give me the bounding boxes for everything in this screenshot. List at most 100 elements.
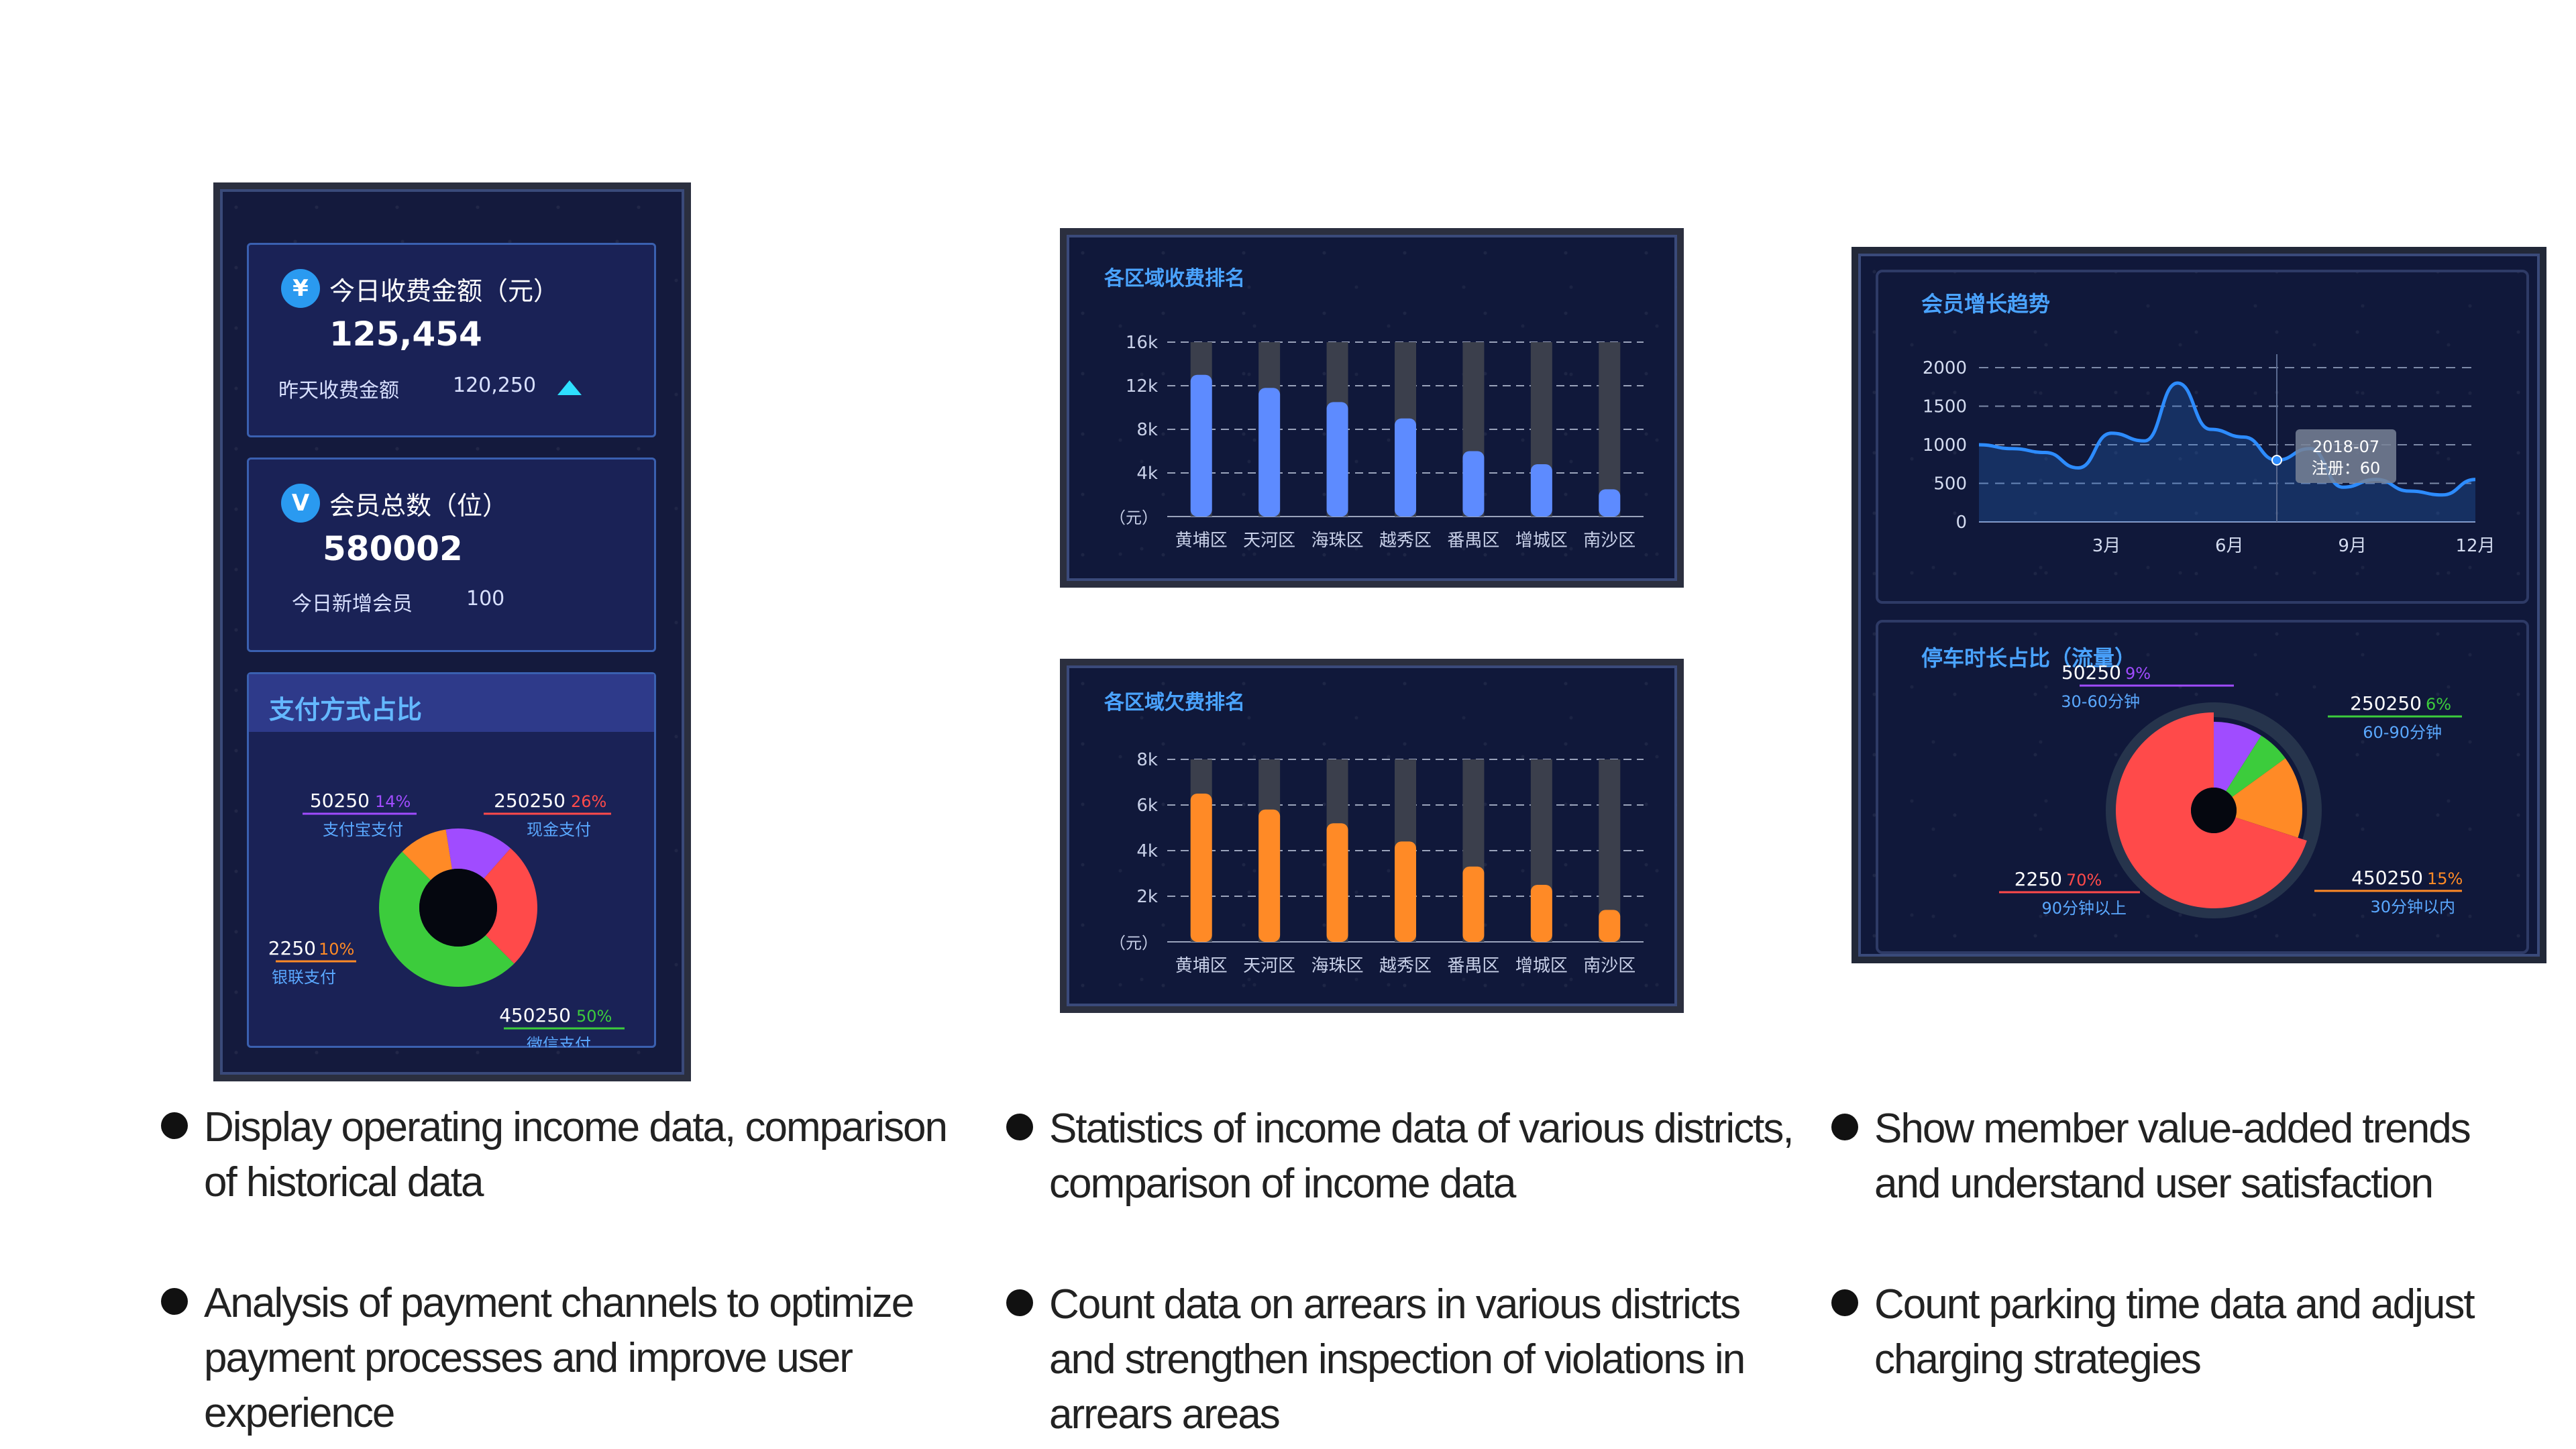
bullet-item: Count parking time data and adjust chargi… <box>1831 1277 2475 1387</box>
x-tick-label: 3月 <box>2092 536 2121 556</box>
slice-percent-label: 14% <box>375 792 411 811</box>
bullet-dot-icon <box>1006 1289 1033 1316</box>
x-tick-label: 增城区 <box>1515 531 1568 551</box>
y-tick-label: 2000 <box>1923 358 1967 378</box>
bar <box>1395 841 1416 942</box>
bullet-item: Analysis of payment channels to optimize… <box>161 1276 914 1441</box>
tooltip-box <box>2296 429 2396 483</box>
x-tick-label: 增城区 <box>1515 956 1568 976</box>
slice-name-label: 支付宝支付 <box>323 820 403 839</box>
x-tick-label: 番禺区 <box>1447 531 1499 551</box>
bar <box>1599 489 1621 517</box>
payment-donut-chart: 50250 14% 支付宝支付 250250 26% 现金支付 450250 50% 微信支付 2… <box>268 790 625 1047</box>
slice-value-label: 450250 <box>2351 867 2423 889</box>
arrears-ranking-title: 各区域欠费排名 <box>1104 691 1245 714</box>
x-tick-label: 12月 <box>2455 536 2495 556</box>
x-tick-label: 番禺区 <box>1447 956 1499 976</box>
slice-value-label: 450250 <box>499 1004 571 1026</box>
tooltip-text: 注册：60 <box>2312 459 2381 478</box>
payment-card: 支付方式占比 50250 14% 支付宝支付 250250 26% 现金支付 450250 5… <box>247 672 656 1048</box>
bar <box>1530 885 1552 942</box>
bullet-item: Show member value-added trends and unders… <box>1831 1102 2471 1212</box>
donut-slice <box>484 848 537 964</box>
bullet-item: Count data on arrears in various distric… <box>1006 1277 1746 1442</box>
slice-percent-label: 26% <box>571 792 606 811</box>
tooltip-title: 2018-07 <box>2312 437 2379 456</box>
bar <box>1258 809 1281 942</box>
slice-percent-label: 50% <box>576 1007 612 1026</box>
yesterday-value: 120,250 <box>453 374 537 397</box>
x-tick-label: 6月 <box>2215 536 2244 556</box>
slice-name-label: 微信支付 <box>527 1035 591 1047</box>
member-trend-frame <box>1876 270 2529 604</box>
x-tick-label: 南沙区 <box>1583 531 1635 551</box>
y-tick-label: 4k <box>1136 841 1158 861</box>
slice-name-label: 30-60分钟 <box>2061 692 2140 711</box>
income-ranking-title: 各区域收费排名 <box>1104 267 1245 290</box>
slice-percent-label: 9% <box>2125 664 2151 683</box>
income-card: ¥ 今日收费金额（元） 125,454 昨天收费金额 120,250 <box>247 243 656 437</box>
bar <box>1258 388 1281 517</box>
bar <box>1599 910 1621 942</box>
slice-percent-label: 15% <box>2427 869 2463 888</box>
x-tick-label: 9月 <box>2338 536 2367 556</box>
slice-name-label: 60-90分钟 <box>2363 723 2442 742</box>
bullet-dot-icon <box>1006 1114 1033 1140</box>
parking-title: 停车时长占比（流量） <box>1921 645 2137 671</box>
donut-hole <box>419 869 497 947</box>
y-tick-label: 8k <box>1136 750 1158 770</box>
bar <box>1462 866 1485 942</box>
income-bar-chart: 16k 12k 8k 4k （元） 黄埔区 天河区 海珠区 越秀区 番禺区 增城区 南沙区 <box>1110 333 1644 551</box>
yen-icon: ¥ <box>281 269 320 308</box>
x-tick-label: 黄埔区 <box>1175 956 1228 976</box>
bar <box>1395 418 1416 517</box>
y-unit-label: （元） <box>1110 508 1158 527</box>
slice-name-label: 现金支付 <box>527 820 591 839</box>
x-tick-label: 越秀区 <box>1379 531 1432 551</box>
slice-value-label: 250250 <box>2350 692 2422 714</box>
donut-hole <box>2191 788 2237 833</box>
members-value: 580002 <box>323 529 463 568</box>
donut-slice <box>2116 712 2307 908</box>
donut-slice <box>379 851 515 987</box>
bullet-dot-icon <box>161 1112 188 1139</box>
member-trend-title: 会员增长趋势 <box>1921 291 2051 317</box>
bar-track <box>1599 342 1621 517</box>
x-tick-label: 海珠区 <box>1311 956 1364 976</box>
y-tick-label: 16k <box>1126 333 1158 353</box>
bullet-dot-icon <box>1831 1114 1858 1140</box>
trends-panel: 会员增长趋势 2000 1500 1000 500 0 3月 6月 9月 12月 2018-07 注… <box>1851 247 2546 963</box>
x-tick-label: 海珠区 <box>1311 531 1364 551</box>
slice-percent-label: 10% <box>319 940 354 959</box>
x-tick-label: 天河区 <box>1243 956 1295 976</box>
parking-frame <box>1876 620 2529 954</box>
slice-name-label: 30分钟以内 <box>2370 898 2455 916</box>
income-label: 今日收费金额（元） <box>329 276 559 306</box>
bullet-dot-icon <box>1831 1289 1858 1316</box>
donut-slice <box>2226 735 2286 798</box>
bar <box>1530 464 1552 517</box>
donut-ring <box>2106 702 2322 918</box>
slice-percent-label: 70% <box>2066 871 2102 890</box>
y-unit-label: （元） <box>1110 934 1158 953</box>
y-tick-label: 8k <box>1136 420 1158 440</box>
bar <box>1190 374 1212 517</box>
arrears-bar-chart: 8k 6k 4k 2k （元） 黄埔区 天河区 海珠区 越秀区 番禺区 增城区 南沙区 <box>1110 750 1644 976</box>
payment-title: 支付方式占比 <box>249 674 654 732</box>
slice-value-label: 50250 <box>310 790 370 812</box>
y-tick-label: 0 <box>1955 513 1967 533</box>
stats-panel: ¥ 今日收费金额（元） 125,454 昨天收费金额 120,250 V 会员总… <box>213 182 691 1081</box>
slice-name-label: 90分钟以上 <box>2041 899 2127 918</box>
member-growth-line-chart: 2000 1500 1000 500 0 3月 6月 9月 12月 2018-07 注册：60 <box>1923 354 2496 556</box>
income-value: 125,454 <box>329 315 482 354</box>
y-tick-label: 4k <box>1136 464 1158 484</box>
x-tick-label: 黄埔区 <box>1175 531 1228 551</box>
slice-value-label: 2250 <box>2015 868 2062 890</box>
vip-icon: V <box>281 484 320 523</box>
x-tick-label: 天河区 <box>1243 531 1295 551</box>
y-tick-label: 6k <box>1136 796 1158 816</box>
donut-slice <box>2232 758 2302 838</box>
slice-value-label: 50250 <box>2061 661 2121 684</box>
donut-slice <box>402 829 452 880</box>
slice-value-label: 250250 <box>494 790 566 812</box>
